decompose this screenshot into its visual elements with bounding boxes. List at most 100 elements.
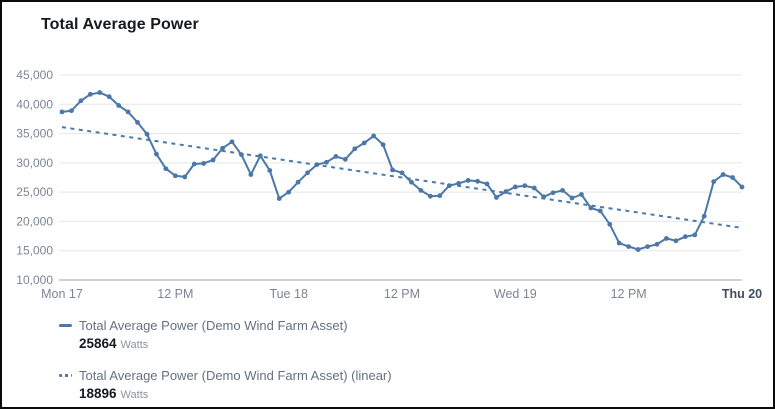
data-point-marker[interactable] <box>654 241 660 247</box>
data-point-marker[interactable] <box>720 172 726 177</box>
data-point-marker[interactable] <box>711 179 717 185</box>
data-point-marker[interactable] <box>220 145 225 151</box>
data-point-marker[interactable] <box>125 109 131 115</box>
data-point-marker[interactable] <box>560 187 565 193</box>
y-axis-tick-label: 20,000 <box>16 214 53 228</box>
data-point-marker[interactable] <box>635 247 641 252</box>
data-point-marker[interactable] <box>682 234 688 240</box>
y-axis-tick-label: 45,000 <box>16 68 53 82</box>
y-axis-tick-label: 35,000 <box>16 127 53 141</box>
data-point-marker[interactable] <box>446 183 452 189</box>
data-point-marker[interactable] <box>267 168 273 173</box>
data-point-marker[interactable] <box>69 108 74 114</box>
data-point-marker[interactable] <box>494 195 499 200</box>
trend-line <box>61 126 743 229</box>
data-point-marker[interactable] <box>437 193 443 199</box>
data-point-marker[interactable] <box>645 244 650 250</box>
data-point-marker[interactable] <box>673 238 679 244</box>
data-point-marker[interactable] <box>163 166 169 172</box>
dashed-line-swatch-icon <box>59 374 72 377</box>
data-point-marker[interactable] <box>116 103 122 108</box>
data-point-marker[interactable] <box>154 151 159 157</box>
y-axis-tick-label: 10,000 <box>16 273 53 287</box>
data-point-marker[interactable] <box>616 240 622 246</box>
data-point-marker[interactable] <box>409 179 414 185</box>
x-axis-tick-label: 12 PM <box>384 287 420 301</box>
data-point-marker[interactable] <box>664 236 669 241</box>
data-point-marker[interactable] <box>569 195 575 201</box>
data-point-marker[interactable] <box>182 174 188 180</box>
data-point-marker[interactable] <box>59 109 65 115</box>
data-point-marker[interactable] <box>78 98 84 104</box>
solid-line-swatch-icon <box>59 324 72 327</box>
data-point-marker[interactable] <box>324 159 329 165</box>
data-point-marker[interactable] <box>380 142 386 148</box>
data-point-marker[interactable] <box>531 185 537 191</box>
data-point-marker[interactable] <box>144 131 150 137</box>
y-axis-tick-label: 15,000 <box>16 244 53 258</box>
data-point-marker[interactable] <box>276 196 282 201</box>
data-point-marker[interactable] <box>342 156 348 162</box>
data-point-marker[interactable] <box>550 190 556 196</box>
data-point-marker[interactable] <box>692 232 698 238</box>
data-point-marker[interactable] <box>701 213 707 219</box>
data-point-marker[interactable] <box>522 183 528 189</box>
data-point-marker[interactable] <box>87 91 93 97</box>
data-point-marker[interactable] <box>210 157 216 163</box>
data-point-marker[interactable] <box>314 162 320 168</box>
legend-item-series: Total Average Power (Demo Wind Farm Asse… <box>59 317 392 353</box>
data-point-marker[interactable] <box>257 153 263 159</box>
x-axis-tick-label: 12 PM <box>157 287 193 301</box>
y-axis-tick-label: 30,000 <box>16 156 53 170</box>
x-axis-tick-label: Thu 20 <box>722 287 762 301</box>
data-point-marker[interactable] <box>361 140 367 146</box>
data-point-marker[interactable] <box>597 208 603 214</box>
data-point-marker[interactable] <box>239 152 244 158</box>
data-point-marker[interactable] <box>456 180 462 186</box>
data-point-marker[interactable] <box>484 181 490 187</box>
legend-trend-unit: Watts <box>120 389 149 401</box>
data-point-marker[interactable] <box>97 90 103 95</box>
data-point-marker[interactable] <box>541 194 547 200</box>
y-axis-tick-label: 40,000 <box>16 97 53 111</box>
data-point-marker[interactable] <box>730 175 735 180</box>
data-point-marker[interactable] <box>201 161 207 166</box>
data-point-marker[interactable] <box>739 184 745 190</box>
legend-trend-label: Total Average Power (Demo Wind Farm Asse… <box>79 368 392 383</box>
x-axis-tick-label: Wed 19 <box>494 287 537 301</box>
data-point-marker[interactable] <box>465 178 471 183</box>
power-time-series-chart[interactable]: 45,000 40,000 35,000 30,000 25,000 20,000 15,0… <box>2 2 775 310</box>
data-point-marker[interactable] <box>427 193 433 199</box>
data-point-marker[interactable] <box>512 184 518 190</box>
data-point-marker[interactable] <box>390 167 395 173</box>
data-point-marker[interactable] <box>399 170 405 176</box>
data-point-marker[interactable] <box>475 178 480 184</box>
data-point-marker[interactable] <box>588 205 594 211</box>
data-point-marker[interactable] <box>305 170 310 176</box>
data-point-marker[interactable] <box>135 120 140 125</box>
chart-legend: Total Average Power (Demo Wind Farm Asse… <box>59 317 392 403</box>
legend-series-label: Total Average Power (Demo Wind Farm Asse… <box>79 318 348 333</box>
data-point-marker[interactable] <box>418 187 424 193</box>
data-point-marker[interactable] <box>172 173 178 179</box>
data-point-marker[interactable] <box>503 189 509 194</box>
data-point-marker[interactable] <box>579 192 584 197</box>
data-point-marker[interactable] <box>229 139 235 145</box>
legend-series-unit: Watts <box>120 339 149 351</box>
legend-item-trend: Total Average Power (Demo Wind Farm Asse… <box>59 367 392 403</box>
x-axis-tick-label: 12 PM <box>611 287 647 301</box>
data-point-marker[interactable] <box>286 189 292 195</box>
data-point-marker[interactable] <box>106 94 112 100</box>
data-point-marker[interactable] <box>607 221 613 227</box>
data-point-marker[interactable] <box>371 133 377 139</box>
data-point-marker[interactable] <box>626 244 632 250</box>
data-point-marker[interactable] <box>352 146 358 152</box>
y-axis-tick-label: 25,000 <box>16 185 53 199</box>
data-point-marker[interactable] <box>248 172 254 177</box>
legend-trend-value: 18896 <box>79 386 117 401</box>
data-point-marker[interactable] <box>295 179 301 185</box>
legend-series-value: 25864 <box>79 336 117 351</box>
data-point-marker[interactable] <box>191 161 197 167</box>
data-point-marker[interactable] <box>333 154 339 159</box>
